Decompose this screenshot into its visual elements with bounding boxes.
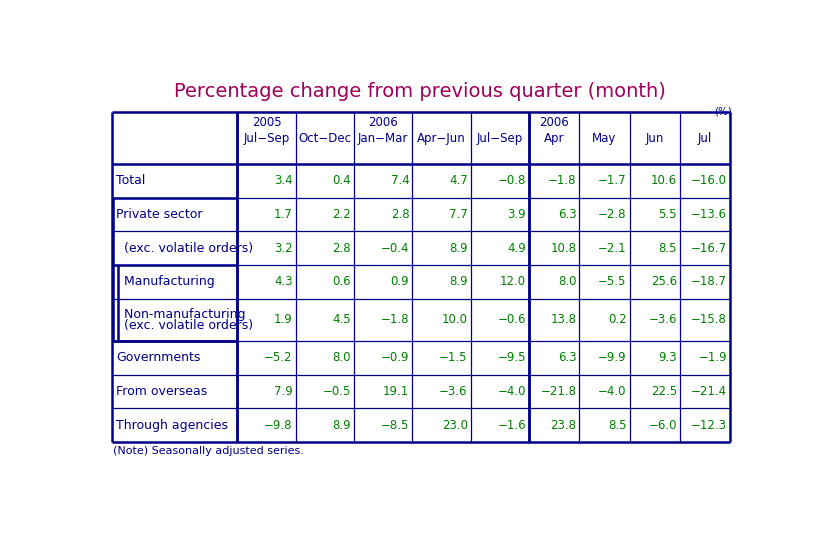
Text: −1.9: −1.9 xyxy=(699,351,727,365)
Text: 4.3: 4.3 xyxy=(274,275,292,288)
Text: 10.0: 10.0 xyxy=(441,313,468,326)
Text: 22.5: 22.5 xyxy=(650,385,676,398)
Text: (exc. volatile orders): (exc. volatile orders) xyxy=(116,319,253,333)
Text: From overseas: From overseas xyxy=(116,385,207,398)
Text: 4.5: 4.5 xyxy=(333,313,351,326)
Text: 6.3: 6.3 xyxy=(558,351,577,365)
Text: 13.8: 13.8 xyxy=(550,313,577,326)
Text: −1.7: −1.7 xyxy=(598,174,627,187)
Text: −8.5: −8.5 xyxy=(381,419,410,432)
Text: 7.4: 7.4 xyxy=(391,174,410,187)
Text: Through agencies: Through agencies xyxy=(116,419,229,432)
Text: −0.4: −0.4 xyxy=(381,241,410,255)
Text: Jun: Jun xyxy=(645,132,664,144)
Text: 0.9: 0.9 xyxy=(391,275,410,288)
Text: −0.5: −0.5 xyxy=(323,385,351,398)
Text: −5.2: −5.2 xyxy=(264,351,292,365)
Text: 10.6: 10.6 xyxy=(650,174,676,187)
Text: 2.8: 2.8 xyxy=(333,241,351,255)
Text: −3.6: −3.6 xyxy=(649,313,676,326)
Text: −16.7: −16.7 xyxy=(691,241,727,255)
Text: Jan−Mar: Jan−Mar xyxy=(358,132,409,144)
Text: 4.9: 4.9 xyxy=(507,241,526,255)
Text: 3.9: 3.9 xyxy=(508,208,526,221)
Text: −21.8: −21.8 xyxy=(541,385,577,398)
Text: 0.6: 0.6 xyxy=(333,275,351,288)
Text: −6.0: −6.0 xyxy=(649,419,676,432)
Text: 8.9: 8.9 xyxy=(449,241,468,255)
Text: 10.8: 10.8 xyxy=(550,241,577,255)
Text: Manufacturing: Manufacturing xyxy=(116,275,215,288)
Text: 2006: 2006 xyxy=(369,116,398,128)
Text: Jul: Jul xyxy=(698,132,713,144)
Text: (Note) Seasonally adjusted series.: (Note) Seasonally adjusted series. xyxy=(113,446,304,456)
Text: −0.9: −0.9 xyxy=(381,351,410,365)
Text: −4.0: −4.0 xyxy=(497,385,526,398)
Text: 3.4: 3.4 xyxy=(274,174,292,187)
Text: 1.9: 1.9 xyxy=(274,313,292,326)
Text: 2.2: 2.2 xyxy=(333,208,351,221)
Text: Oct−Dec: Oct−Dec xyxy=(298,132,351,144)
Text: −16.0: −16.0 xyxy=(691,174,727,187)
Text: 9.3: 9.3 xyxy=(658,351,676,365)
Text: 2.8: 2.8 xyxy=(391,208,410,221)
Text: −1.6: −1.6 xyxy=(497,419,526,432)
Text: −1.8: −1.8 xyxy=(381,313,410,326)
Text: 0.4: 0.4 xyxy=(333,174,351,187)
Text: 2006: 2006 xyxy=(540,116,569,128)
Text: −13.6: −13.6 xyxy=(691,208,727,221)
Text: −21.4: −21.4 xyxy=(691,385,727,398)
Text: 23.0: 23.0 xyxy=(441,419,468,432)
Text: 7.9: 7.9 xyxy=(274,385,292,398)
Text: 8.5: 8.5 xyxy=(608,419,627,432)
Text: Jul−Sep: Jul−Sep xyxy=(243,132,290,144)
Text: 6.3: 6.3 xyxy=(558,208,577,221)
Text: 3.2: 3.2 xyxy=(274,241,292,255)
Text: −0.8: −0.8 xyxy=(498,174,526,187)
Text: 1.7: 1.7 xyxy=(274,208,292,221)
Text: −9.5: −9.5 xyxy=(497,351,526,365)
Text: −9.8: −9.8 xyxy=(264,419,292,432)
Text: Governments: Governments xyxy=(116,351,201,365)
Text: −12.3: −12.3 xyxy=(691,419,727,432)
Text: −4.0: −4.0 xyxy=(598,385,627,398)
Text: −15.8: −15.8 xyxy=(691,313,727,326)
Text: 2005: 2005 xyxy=(251,116,281,128)
Text: Percentage change from previous quarter (month): Percentage change from previous quarter … xyxy=(174,82,666,101)
Text: −0.6: −0.6 xyxy=(497,313,526,326)
Text: −5.5: −5.5 xyxy=(598,275,627,288)
Text: 23.8: 23.8 xyxy=(550,419,577,432)
Text: −2.1: −2.1 xyxy=(598,241,627,255)
Text: 8.0: 8.0 xyxy=(333,351,351,365)
Text: (%): (%) xyxy=(714,106,731,116)
Text: 8.9: 8.9 xyxy=(449,275,468,288)
Text: 4.7: 4.7 xyxy=(449,174,468,187)
Text: 0.2: 0.2 xyxy=(608,313,627,326)
Text: −18.7: −18.7 xyxy=(691,275,727,288)
Text: Total: Total xyxy=(116,174,146,187)
Text: Non-manufacturing: Non-manufacturing xyxy=(116,308,246,321)
Text: −2.8: −2.8 xyxy=(598,208,627,221)
Text: 8.9: 8.9 xyxy=(333,419,351,432)
Text: 5.5: 5.5 xyxy=(658,208,676,221)
Text: −9.9: −9.9 xyxy=(598,351,627,365)
Text: −3.6: −3.6 xyxy=(439,385,468,398)
Text: 7.7: 7.7 xyxy=(449,208,468,221)
Text: Apr−Jun: Apr−Jun xyxy=(417,132,466,144)
Text: 25.6: 25.6 xyxy=(650,275,676,288)
Text: Private sector: Private sector xyxy=(116,208,203,221)
Text: 8.0: 8.0 xyxy=(558,275,577,288)
Text: (exc. volatile orders): (exc. volatile orders) xyxy=(116,241,253,255)
Text: 12.0: 12.0 xyxy=(500,275,526,288)
Text: May: May xyxy=(592,132,617,144)
Text: Jul−Sep: Jul−Sep xyxy=(477,132,523,144)
Text: −1.5: −1.5 xyxy=(439,351,468,365)
Text: 19.1: 19.1 xyxy=(383,385,410,398)
Text: Apr: Apr xyxy=(544,132,564,144)
Text: −1.8: −1.8 xyxy=(548,174,577,187)
Text: 8.5: 8.5 xyxy=(658,241,676,255)
